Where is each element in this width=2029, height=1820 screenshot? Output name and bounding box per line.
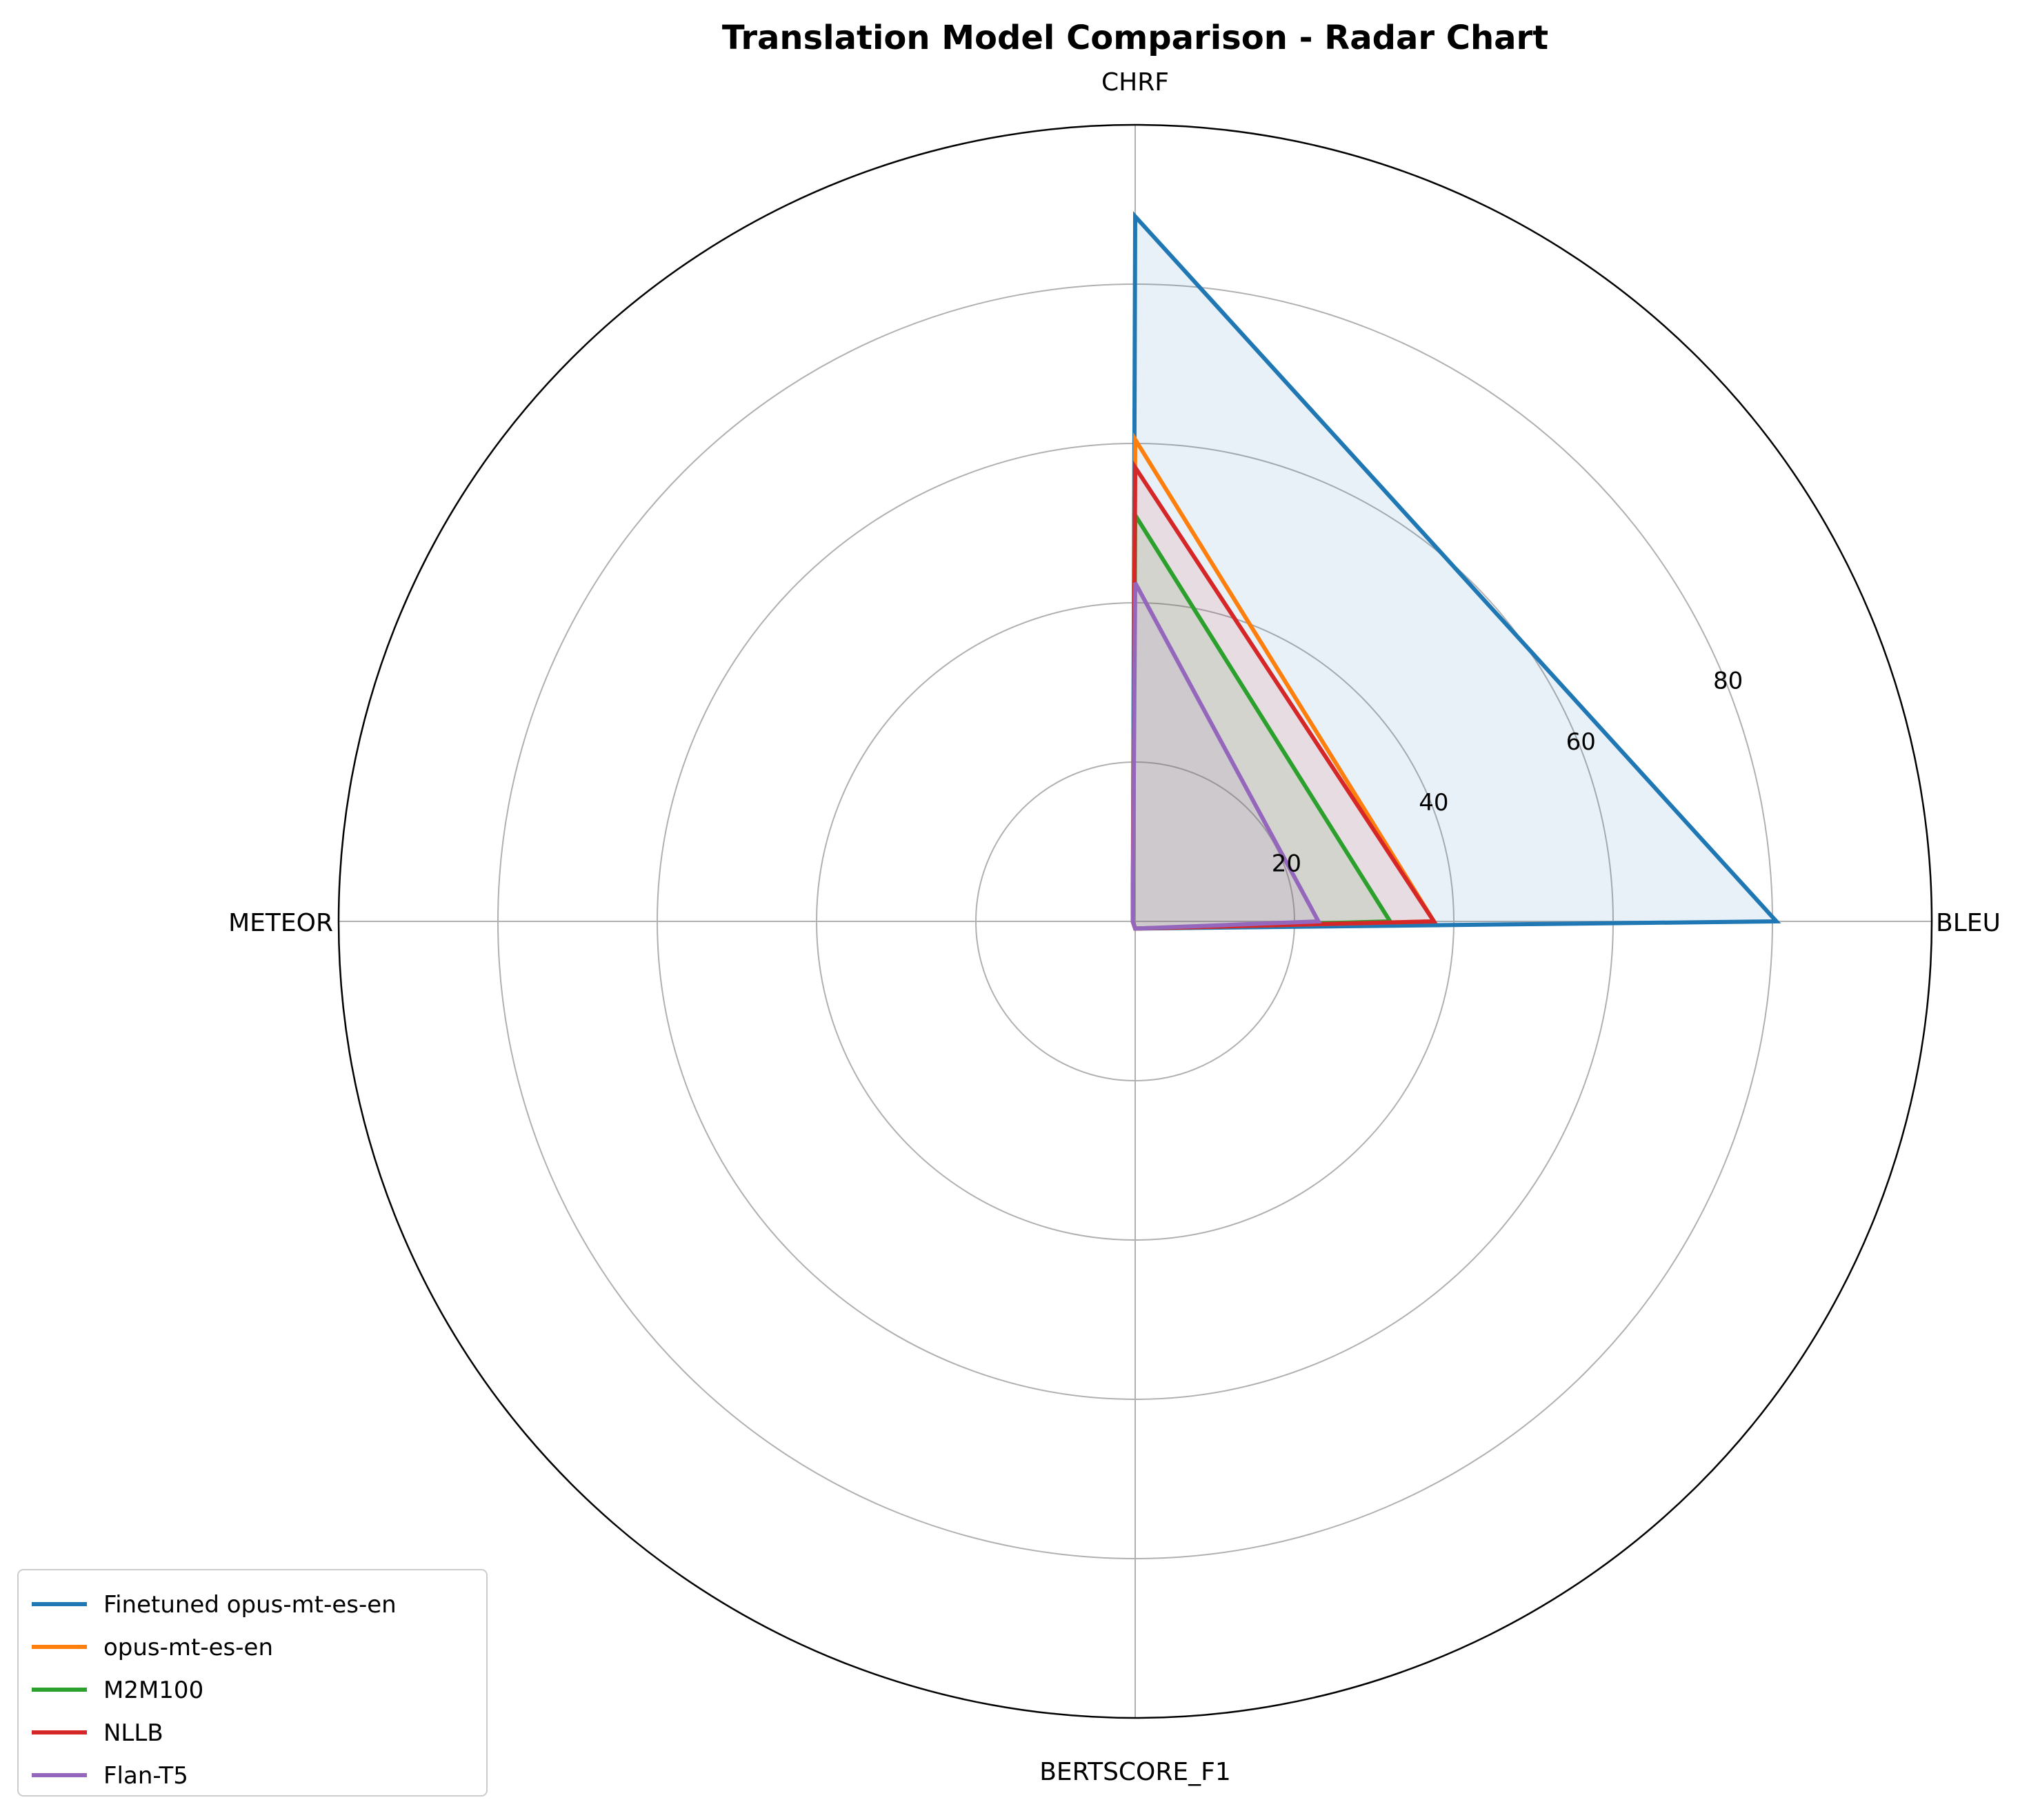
radial-tick-label: 60 [1566, 728, 1596, 756]
legend-label-4: Flan-T5 [103, 1762, 188, 1790]
axis-label-chrf: CHRF [1101, 68, 1169, 97]
axis-label-bertscore-f1: BERTSCORE_F1 [1039, 1758, 1231, 1786]
radar-series [1130, 211, 1781, 931]
series-area-2 [1132, 515, 1390, 929]
axis-label-bleu: BLEU [1936, 909, 2001, 937]
legend-label-0: Finetuned opus-mt-es-en [103, 1591, 397, 1619]
legend-label-3: NLLB [103, 1719, 163, 1747]
legend-label-2: M2M100 [103, 1677, 203, 1704]
axis-label-meteor: METEOR [228, 909, 333, 937]
series-area-3 [1132, 467, 1435, 929]
series-area-0 [1132, 216, 1777, 929]
radar-labels: 20 40 60 80 BLEU CHRF METEOR BERTSCORE_F1 [228, 68, 2001, 1786]
radial-tick-label: 20 [1272, 850, 1301, 878]
radial-tick-label: 40 [1419, 789, 1448, 817]
chart-title: Translation Model Comparison - Radar Cha… [722, 19, 1548, 57]
radial-tick-label: 80 [1713, 667, 1743, 694]
series-area-4 [1132, 583, 1319, 929]
legend-box [17, 1569, 488, 1797]
legend-label-1: opus-mt-es-en [103, 1634, 273, 1661]
series-line-4 [1130, 581, 1322, 931]
radar-outer-frame [337, 123, 1933, 1719]
chart-legend: Finetuned opus-mt-es-en opus-mt-es-en M2M1… [17, 1569, 488, 1797]
